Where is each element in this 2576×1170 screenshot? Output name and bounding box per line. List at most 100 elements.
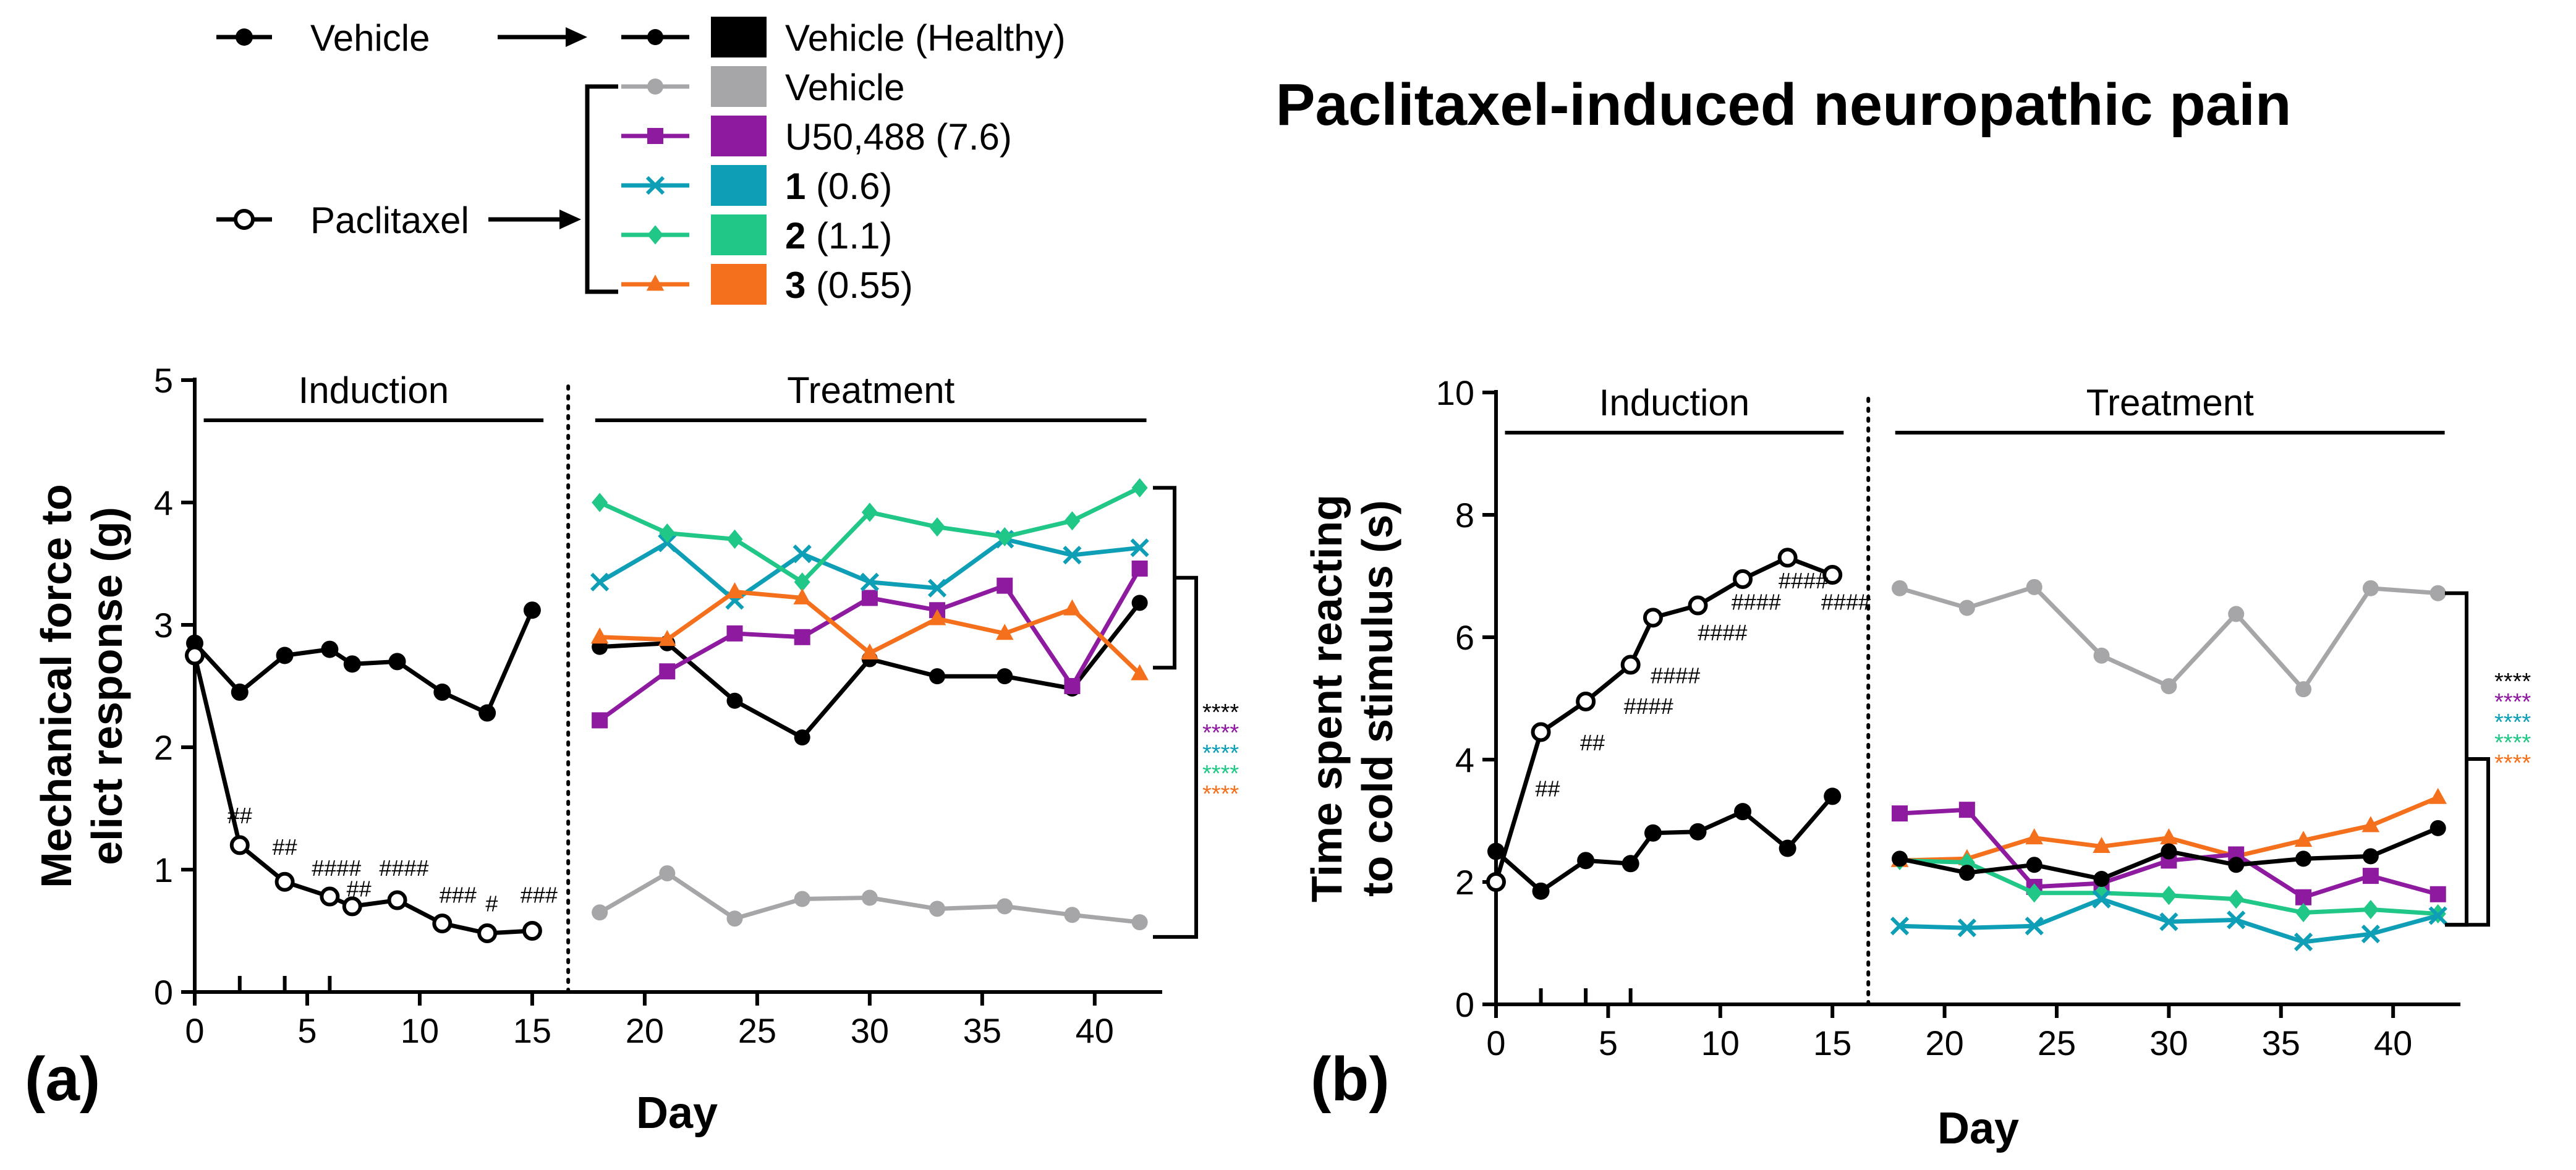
induction-vehicle-point <box>1734 803 1752 821</box>
significance-stars: **** <box>1202 700 1239 726</box>
treatment-series-point <box>860 572 879 591</box>
significance-mark: # <box>485 891 498 916</box>
induction-vehicle-point <box>478 704 496 722</box>
treatment-series-point <box>1131 914 1148 931</box>
treatment-series-point <box>2228 857 2245 873</box>
treatment-series-point <box>2362 868 2379 884</box>
x-tick-label: 10 <box>1701 1024 1740 1062</box>
x-tick-label: 35 <box>963 1011 1001 1050</box>
treatment-series-line <box>599 601 1142 740</box>
significance-bracket-outer <box>2445 757 2490 927</box>
treatment-series-point <box>997 577 1013 594</box>
x-tick-label: 25 <box>738 1011 776 1050</box>
induction-paclitaxel-point <box>1643 608 1663 628</box>
treatment-series-point <box>1131 560 1148 577</box>
treatment-series-point <box>2026 579 2043 595</box>
legend-entry-swatch-1 <box>711 66 767 107</box>
induction-paclitaxel-point <box>274 871 295 892</box>
legend-vehicle-arrowhead <box>566 27 587 47</box>
treatment-series-point <box>929 668 946 685</box>
panel-label: (b) <box>1311 1045 1390 1114</box>
induction-paclitaxel-point <box>432 914 453 934</box>
significance-mark: ## <box>1535 776 1560 801</box>
treatment-series-point <box>2362 848 2379 865</box>
legend-entry-marker-0 <box>647 29 663 45</box>
legend-group-bracket <box>585 84 618 294</box>
treatment-series-point <box>793 588 811 604</box>
y-axis-label-line2: to cold stimulus (s) <box>1353 500 1401 897</box>
panel-b: 0 2 4 6 8 10 0 5 10 15 20 25 30 35 40 Day Time spent rea… <box>1303 373 2531 1153</box>
induction-vehicle-point <box>388 653 406 671</box>
significance-stars: **** <box>2494 750 2531 776</box>
legend-entry-label-5: 3 (0.55) <box>785 265 913 306</box>
treatment-series-point <box>861 643 879 659</box>
treatment-series-point <box>793 545 812 564</box>
induction-vehicle-point <box>1644 824 1662 842</box>
significance-stars: **** <box>2494 689 2531 715</box>
y-tick-label: 2 <box>154 728 173 767</box>
treatment-series-point <box>726 582 744 598</box>
treatment-label: Treatment <box>787 370 955 411</box>
treatment-series-point <box>794 891 810 907</box>
treatment-series-line <box>1899 584 2438 693</box>
y-axis-label-line2: elict response (g) <box>83 507 131 865</box>
x-tick-label: 20 <box>626 1011 664 1050</box>
x-axis-label: Day <box>1937 1104 2019 1153</box>
significance-bracket-inner <box>1153 486 1176 670</box>
treatment-series-point <box>2362 580 2379 596</box>
y-axis-label-line1: Time spent reacting <box>1303 494 1351 902</box>
x-tick-label: 15 <box>513 1011 551 1050</box>
treatment-series-point <box>2429 886 2446 902</box>
x-tick-label: 15 <box>1813 1024 1851 1062</box>
significance-mark: ### <box>440 882 477 907</box>
legend-entries: Vehicle (Healthy) Vehicle U50,488 (7.6) 1 (… <box>621 17 1066 306</box>
x-tick-label: 0 <box>1486 1024 1505 1062</box>
treatment-series-point <box>927 579 947 598</box>
legend-entry-marker-1 <box>647 78 663 95</box>
legend-paclitaxel-arrowhead <box>559 210 581 229</box>
significance-mark: #### <box>312 855 361 881</box>
y-tick-label: 5 <box>154 361 173 400</box>
treatment-series-point <box>1131 595 1148 611</box>
legend-entry-label-2: U50,488 (7.6) <box>785 116 1012 158</box>
panel-a: 0 1 2 3 4 5 0 5 10 15 20 25 30 35 40 Day Mechanical forc… <box>25 361 1239 1138</box>
induction-vehicle-point <box>1824 787 1842 805</box>
induction-vehicle-point <box>1577 852 1595 870</box>
significance-mark: #### <box>1732 589 1781 614</box>
y-axis-label-line1: Mechanical force to <box>32 484 80 888</box>
x-tick-label: 35 <box>2262 1024 2300 1062</box>
treatment-series-point <box>2159 912 2179 931</box>
treatment-series-point <box>592 493 608 512</box>
induction-paclitaxel-point <box>1620 655 1641 675</box>
legend-paclitaxel-marker <box>234 209 255 230</box>
treatment-series-point <box>2228 606 2245 622</box>
treatment-series-point <box>2295 681 2312 698</box>
significance-mark: #### <box>1821 589 1871 614</box>
treatment-series-point <box>1892 805 1908 822</box>
treatment-series-point <box>726 529 743 549</box>
treatment-series-point <box>1958 865 1975 881</box>
treatment-series-point <box>2294 831 2313 847</box>
treatment-series-point <box>928 609 946 625</box>
treatment-series-point <box>794 629 810 645</box>
induction-vehicle-point <box>343 655 361 673</box>
treatment-series-point <box>2361 925 2381 944</box>
induction-paclitaxel-point <box>1531 722 1551 742</box>
induction-vehicle-point <box>276 646 294 664</box>
x-tick-label: 40 <box>1076 1011 1114 1050</box>
induction-vehicle-point <box>1622 855 1639 873</box>
treatment-series-point <box>2093 871 2110 888</box>
treatment-series-point <box>997 527 1013 547</box>
induction-paclitaxel-point <box>1486 872 1506 892</box>
induction-paclitaxel-point <box>1688 595 1708 616</box>
treatment-series-point <box>726 692 743 709</box>
treatment-series-point <box>2026 883 2043 903</box>
treatment-series-point <box>929 901 946 917</box>
y-tick-label: 10 <box>1436 373 1474 412</box>
treatment-series-point <box>2428 906 2447 925</box>
induction-paclitaxel-point <box>387 890 407 910</box>
treatment-series-point <box>995 624 1014 640</box>
x-tick-label: 5 <box>1599 1024 1618 1062</box>
y-tick-label: 8 <box>1455 496 1474 535</box>
significance-mark: ## <box>1580 730 1605 755</box>
